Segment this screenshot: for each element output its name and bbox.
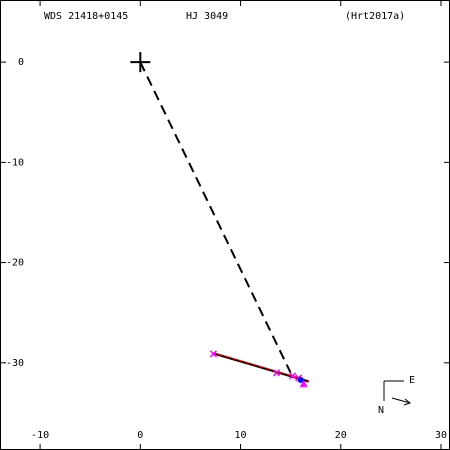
x-tick-label: 10 [235,430,247,441]
point [273,369,281,377]
x-tick-label: 0 [137,430,143,441]
reference: (Hrt2017a) [345,11,405,22]
point [297,376,304,383]
compass-north: N [378,405,384,416]
x-tick-label: 20 [335,430,347,441]
y-tick-label: -10 [6,157,24,168]
chart-title: WDS 21418+0145 [44,11,128,22]
compass-east: E [409,375,415,386]
point [209,350,218,358]
chart-subtitle: HJ 3049 [186,11,228,22]
line [213,353,309,383]
compass: E N [378,375,415,416]
x-tick-label: 30 [435,430,447,441]
y-tick-label: -20 [6,258,24,269]
point [299,379,308,387]
y-tick-label: -30 [6,358,24,369]
y-tick-label: 0 [18,57,24,68]
line [139,61,292,374]
x-tick-label: -10 [31,430,49,441]
point [289,372,297,380]
